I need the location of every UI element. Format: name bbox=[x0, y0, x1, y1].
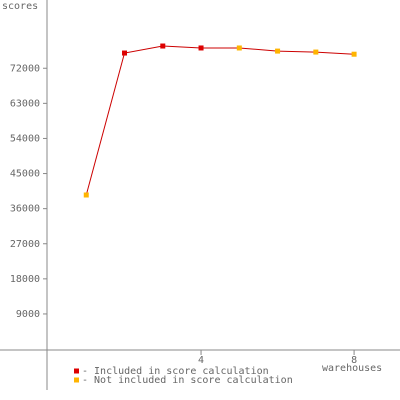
y-tick-label: 72000 bbox=[10, 63, 40, 74]
y-tick-label: 36000 bbox=[10, 204, 40, 215]
line-segment bbox=[124, 45, 163, 54]
x-tick-label: 8 bbox=[351, 355, 357, 366]
y-tick-label: 54000 bbox=[10, 133, 40, 144]
point bbox=[275, 48, 281, 54]
y-tick-label: 9000 bbox=[16, 309, 40, 320]
line-segment bbox=[85, 52, 126, 196]
legend-swatch bbox=[74, 377, 79, 383]
y-tick-label: 27000 bbox=[10, 239, 40, 250]
y-tick-label: 18000 bbox=[10, 274, 40, 285]
point bbox=[160, 43, 166, 49]
point bbox=[236, 45, 242, 51]
point bbox=[313, 49, 319, 55]
y-axis-label: scores bbox=[2, 1, 38, 12]
legend-swatch bbox=[74, 368, 79, 374]
legend-label: - Not included in score calculation bbox=[82, 375, 293, 386]
x-tick-label: 4 bbox=[198, 355, 204, 366]
line-segment bbox=[239, 47, 278, 52]
y-tick-label: 45000 bbox=[10, 169, 40, 180]
point bbox=[351, 51, 357, 57]
point bbox=[198, 45, 204, 51]
point bbox=[83, 192, 89, 198]
line-segment bbox=[277, 50, 316, 53]
x-axis-label: warehouses bbox=[322, 363, 382, 374]
line-segment bbox=[162, 45, 202, 49]
y-tick-label: 63000 bbox=[10, 98, 40, 109]
legend-label: - Included in score calculation bbox=[82, 366, 269, 377]
line-segment bbox=[315, 51, 355, 55]
point bbox=[122, 50, 128, 56]
